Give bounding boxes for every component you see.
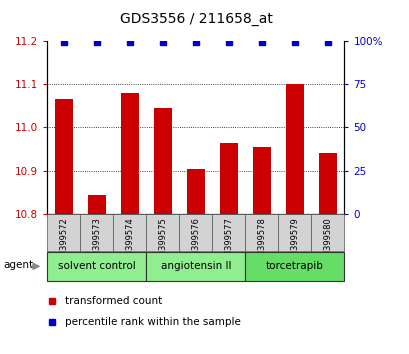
- Bar: [146, 252, 245, 281]
- Text: GSM399578: GSM399578: [257, 217, 266, 268]
- Text: GDS3556 / 211658_at: GDS3556 / 211658_at: [120, 12, 272, 27]
- Text: GSM399580: GSM399580: [323, 217, 332, 268]
- Bar: [212, 214, 245, 251]
- Text: GSM399579: GSM399579: [290, 217, 299, 268]
- Text: angiotensin II: angiotensin II: [160, 261, 230, 272]
- Text: GSM399576: GSM399576: [191, 217, 200, 268]
- Bar: [47, 252, 146, 281]
- Bar: [285, 84, 303, 214]
- Text: GSM399575: GSM399575: [158, 217, 167, 268]
- Bar: [318, 154, 336, 214]
- Text: solvent control: solvent control: [58, 261, 135, 272]
- Bar: [54, 99, 72, 214]
- Bar: [120, 93, 139, 214]
- Text: percentile rank within the sample: percentile rank within the sample: [65, 318, 240, 327]
- Text: agent: agent: [4, 260, 34, 270]
- Text: GSM399572: GSM399572: [59, 217, 68, 268]
- Text: torcetrapib: torcetrapib: [265, 261, 323, 272]
- Bar: [219, 143, 237, 214]
- Bar: [245, 214, 278, 251]
- Bar: [245, 252, 344, 281]
- Bar: [80, 214, 113, 251]
- Bar: [146, 214, 179, 251]
- Bar: [47, 214, 80, 251]
- Bar: [153, 108, 171, 214]
- Bar: [113, 214, 146, 251]
- Bar: [278, 214, 310, 251]
- Bar: [88, 195, 106, 214]
- Bar: [252, 147, 270, 214]
- Text: transformed count: transformed count: [65, 296, 162, 306]
- Bar: [310, 214, 344, 251]
- Text: GSM399577: GSM399577: [224, 217, 233, 268]
- Text: GSM399574: GSM399574: [125, 217, 134, 268]
- Bar: [179, 214, 212, 251]
- Bar: [186, 169, 204, 214]
- Text: GSM399573: GSM399573: [92, 217, 101, 268]
